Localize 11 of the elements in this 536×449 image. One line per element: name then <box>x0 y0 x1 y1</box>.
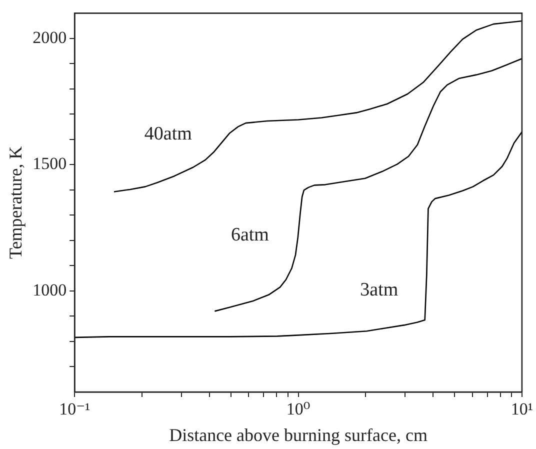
y-tick-label: 1500 <box>32 154 67 174</box>
y-tick-label: 2000 <box>32 28 67 47</box>
y-axis-title: Temperature, K <box>6 146 26 259</box>
x-tick-label: 10⁻¹ <box>59 400 90 419</box>
x-tick-label: 10⁰ <box>286 400 310 419</box>
series-label: 3atm <box>360 280 398 301</box>
x-axis-title: Distance above burning surface, cm <box>169 424 428 445</box>
series-label: 6atm <box>230 224 270 246</box>
series-label: 40atm <box>144 123 192 144</box>
y-tick-label: 1000 <box>32 280 67 300</box>
x-tick-label: 10¹ <box>510 400 534 419</box>
